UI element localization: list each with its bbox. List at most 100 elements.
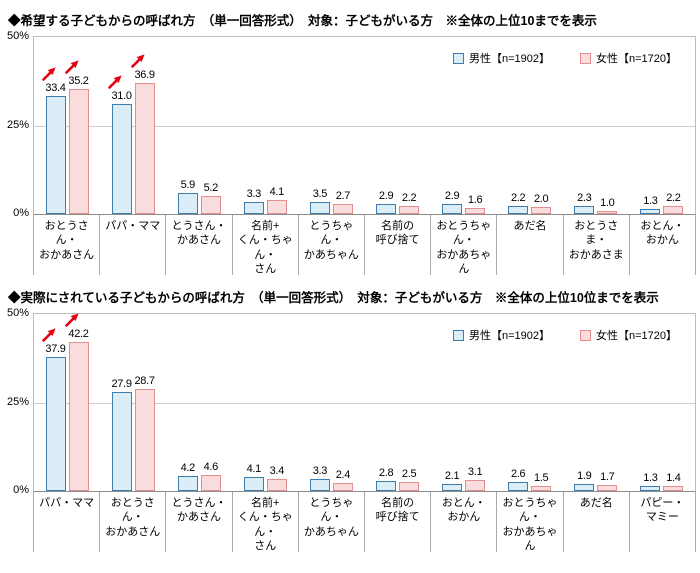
value-label: 5.9	[180, 179, 196, 192]
male-bar	[45, 356, 66, 491]
category-label: とうさん・ かあさん	[166, 492, 233, 552]
increase-arrow-icon	[107, 74, 123, 90]
male-bar	[508, 206, 529, 214]
value-label: 3.5	[312, 187, 328, 200]
female-bar	[332, 204, 353, 214]
female-bar	[266, 199, 287, 214]
female-bar	[465, 480, 486, 491]
value-label: 2.6	[510, 467, 526, 480]
category-label: 名前の 呼び捨て	[365, 492, 432, 552]
chart-title: ◆実際にされている子どもからの呼ばれ方 （単一回答形式） 対象：子どもがいる方 …	[8, 291, 659, 305]
female-bar	[68, 341, 89, 491]
value-label: 28.7	[134, 375, 155, 388]
value-label: 2.4	[335, 468, 351, 481]
male-legend-swatch-icon	[452, 329, 464, 341]
female-legend-swatch-icon	[579, 329, 591, 341]
y-tick-25: 25%	[6, 395, 29, 408]
category-label: パピー・ マミー	[630, 492, 697, 552]
chart-body: 50% 25% 0% 男性【n=1902】 女性【n=1720】	[6, 30, 697, 275]
female-bar	[465, 208, 486, 214]
legend: 男性【n=1902】 女性【n=1720】	[452, 50, 677, 66]
increase-arrow-icon	[64, 59, 80, 75]
value-label: 2.9	[444, 189, 460, 202]
category-label: あだ名	[497, 215, 564, 275]
value-label: 2.1	[444, 469, 460, 482]
y-axis: 50% 25% 0%	[6, 307, 33, 496]
value-label: 2.2	[401, 192, 417, 205]
female-legend-label: 女性【n=1720】	[595, 53, 677, 65]
legend-item-female: 女性【n=1720】	[579, 50, 677, 66]
male-bar	[243, 202, 264, 214]
value-label: 1.7	[600, 471, 615, 483]
female-bar	[597, 210, 618, 214]
category-label: おとうさん・ おかあさん	[34, 215, 101, 275]
value-label: 42.2	[68, 327, 89, 340]
value-label: 4.2	[180, 462, 196, 475]
chart-body: 50% 25% 0% 男性【n=1902】 女性【n=1720】	[6, 307, 697, 552]
value-label: 2.9	[378, 189, 394, 202]
male-bar	[111, 392, 132, 491]
female-bar	[134, 83, 155, 214]
increase-arrow-icon	[41, 66, 57, 81]
value-label: 1.9	[577, 470, 592, 483]
category-label: おとん・ おかん	[630, 215, 697, 275]
male-bar	[376, 203, 397, 214]
category-label: おとん・ おかん	[431, 492, 498, 552]
female-bar	[200, 474, 221, 491]
y-tick-50: 50%	[6, 307, 29, 319]
male-bar	[640, 486, 661, 491]
legend-item-male: 男性【n=1902】	[452, 327, 550, 343]
female-bar	[332, 482, 353, 491]
y-tick-0: 0%	[13, 207, 29, 219]
increase-arrow-icon	[64, 312, 80, 327]
female-bar	[399, 206, 420, 214]
value-label: 1.4	[666, 472, 681, 484]
category-label: あだ名	[564, 492, 630, 552]
category-label: おとうさん・ おかあさん	[100, 492, 167, 552]
value-label: 27.9	[111, 378, 132, 391]
value-label: 35.2	[68, 75, 89, 88]
value-label: 2.5	[401, 468, 417, 481]
value-label: 33.4	[45, 81, 66, 94]
category-label: とうちゃん・ かあちゃん	[299, 215, 366, 275]
chart-section-actual-names: ◆実際にされている子どもからの呼ばれ方 （単一回答形式） 対象：子どもがいる方 …	[6, 287, 697, 552]
male-bar	[111, 104, 132, 214]
value-label: 2.0	[533, 192, 549, 205]
value-label: 1.6	[467, 194, 483, 207]
male-bar	[309, 201, 330, 214]
category-label: とうさん・ かあさん	[166, 215, 233, 275]
female-bar	[663, 206, 684, 214]
category-labels: おとうさん・ おかあさん パパ・ママ とうさん・ かあさん 名前+ くん・ちゃん・ さん とうち…	[33, 215, 697, 275]
legend-item-female: 女性【n=1720】	[579, 327, 677, 343]
value-label: 2.2	[510, 192, 526, 205]
value-label: 37.9	[45, 342, 66, 355]
male-bar	[376, 481, 397, 491]
female-bar	[597, 485, 618, 491]
value-label: 1.3	[643, 195, 658, 208]
female-bar	[200, 195, 221, 214]
value-label: 4.1	[269, 185, 285, 198]
legend-item-male: 男性【n=1902】	[452, 50, 550, 66]
male-bar	[177, 193, 198, 214]
female-bar	[399, 482, 420, 491]
value-label: 2.8	[378, 467, 394, 480]
female-bar	[663, 486, 684, 491]
category-label: 名前の 呼び捨て	[365, 215, 432, 275]
value-label: 3.4	[269, 465, 285, 477]
male-bar	[574, 484, 595, 491]
category-label: とうちゃん・ かあちゃん	[299, 492, 366, 552]
plot-area: 男性【n=1902】 女性【n=1720】 33.4 35.2 31.0 36.9 5.…	[33, 36, 696, 215]
male-bar	[574, 205, 595, 214]
plot-wrap: 男性【n=1902】 女性【n=1720】 37.9 42.2 27.9 28.7 4.…	[33, 313, 697, 552]
female-bar	[266, 479, 287, 491]
value-label: 4.1	[246, 462, 262, 475]
y-axis: 50% 25% 0%	[6, 30, 33, 219]
male-legend-label: 男性【n=1902】	[468, 53, 550, 65]
increase-arrow-icon	[41, 327, 57, 342]
y-tick-0: 0%	[13, 484, 29, 496]
plot-area: 男性【n=1902】 女性【n=1720】 37.9 42.2 27.9 28.7 4.…	[33, 313, 696, 492]
female-bar	[134, 389, 155, 491]
value-label: 3.3	[312, 465, 328, 478]
value-label: 1.3	[643, 472, 658, 485]
